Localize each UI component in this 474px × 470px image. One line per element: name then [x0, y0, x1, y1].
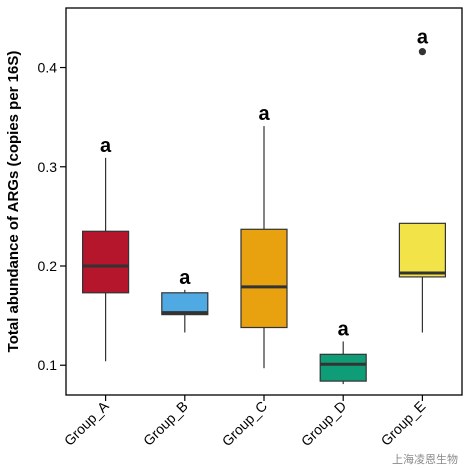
x-axis: Group_A Group_B Group_C Group_D Group_E	[61, 395, 429, 449]
significance-letter: a	[258, 103, 270, 125]
x-tick-label-group-e: Group_E	[378, 398, 429, 449]
box-group-e: a	[398, 27, 446, 333]
y-tick-label: 0.4	[38, 60, 58, 76]
significance-letter: a	[100, 135, 112, 157]
box-iqr	[81, 230, 130, 294]
boxes: a a a a a	[81, 27, 446, 385]
y-tick-label: 0.2	[38, 258, 58, 274]
y-tick-label: 0.3	[38, 159, 58, 175]
x-tick-label-group-a: Group_A	[61, 397, 112, 448]
outlier-point	[418, 48, 426, 56]
watermark-text: 上海凌恩生物	[392, 452, 458, 466]
box-group-a: a	[81, 135, 130, 362]
y-axis: 0.1 0.2 0.3 0.4	[38, 60, 66, 373]
box-group-b: a	[161, 267, 209, 333]
x-tick-label-group-d: Group_D	[298, 398, 349, 449]
significance-letter: a	[338, 318, 350, 340]
x-tick-label-group-b: Group_B	[140, 398, 191, 449]
box-group-c: a	[240, 103, 288, 369]
significance-letter: a	[179, 267, 191, 289]
y-axis-label: Total abundance of ARGs (copies per 16S)	[5, 51, 22, 353]
x-tick-label-group-c: Group_C	[219, 398, 270, 449]
significance-letter: a	[417, 27, 429, 49]
box-iqr	[398, 222, 446, 278]
y-tick-label: 0.1	[38, 357, 58, 373]
y-axis-label-group: Total abundance of ARGs (copies per 16S)	[5, 51, 22, 353]
box-iqr	[319, 353, 367, 382]
box-iqr	[161, 292, 209, 316]
box-group-d: a	[319, 318, 367, 385]
box-iqr	[240, 228, 288, 329]
